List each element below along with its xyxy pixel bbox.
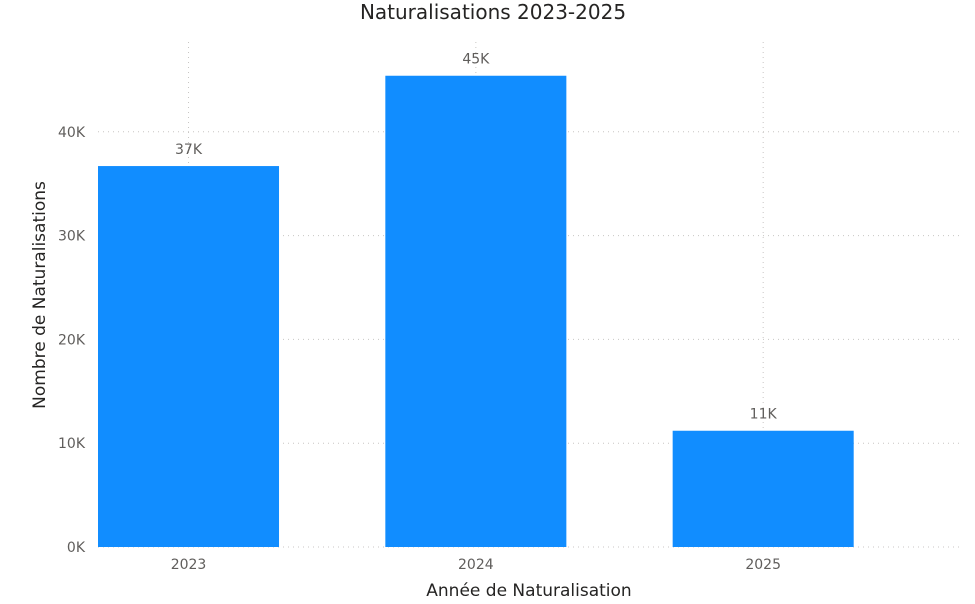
- y-tick-label: 40K: [58, 125, 86, 141]
- data-label-2023: 37K: [175, 142, 203, 158]
- x-tick-label-2024: 2024: [458, 557, 494, 573]
- bars: [98, 75, 854, 548]
- data-labels: 37K 45K 11K: [175, 52, 777, 423]
- data-label-2025: 11K: [750, 407, 778, 423]
- chart-title: Naturalisations 2023-2025: [360, 0, 626, 24]
- y-tick-label: 10K: [58, 436, 86, 452]
- bar-2023[interactable]: [98, 166, 280, 547]
- x-axis-ticks: 2023 2024 2025: [171, 557, 781, 573]
- x-axis-title: Année de Naturalisation: [426, 581, 631, 601]
- y-axis-title: Nombre de Naturalisations: [30, 181, 50, 409]
- data-label-2024: 45K: [462, 52, 490, 68]
- bar-2024[interactable]: [385, 75, 567, 548]
- x-tick-label-2023: 2023: [171, 557, 207, 573]
- y-axis-ticks: 0K 10K 20K 30K 40K: [58, 125, 86, 556]
- y-tick-label: 30K: [58, 229, 86, 245]
- x-tick-label-2025: 2025: [745, 557, 781, 573]
- y-tick-label: 0K: [67, 540, 86, 556]
- y-tick-label: 20K: [58, 332, 86, 348]
- bar-2025[interactable]: [672, 430, 854, 547]
